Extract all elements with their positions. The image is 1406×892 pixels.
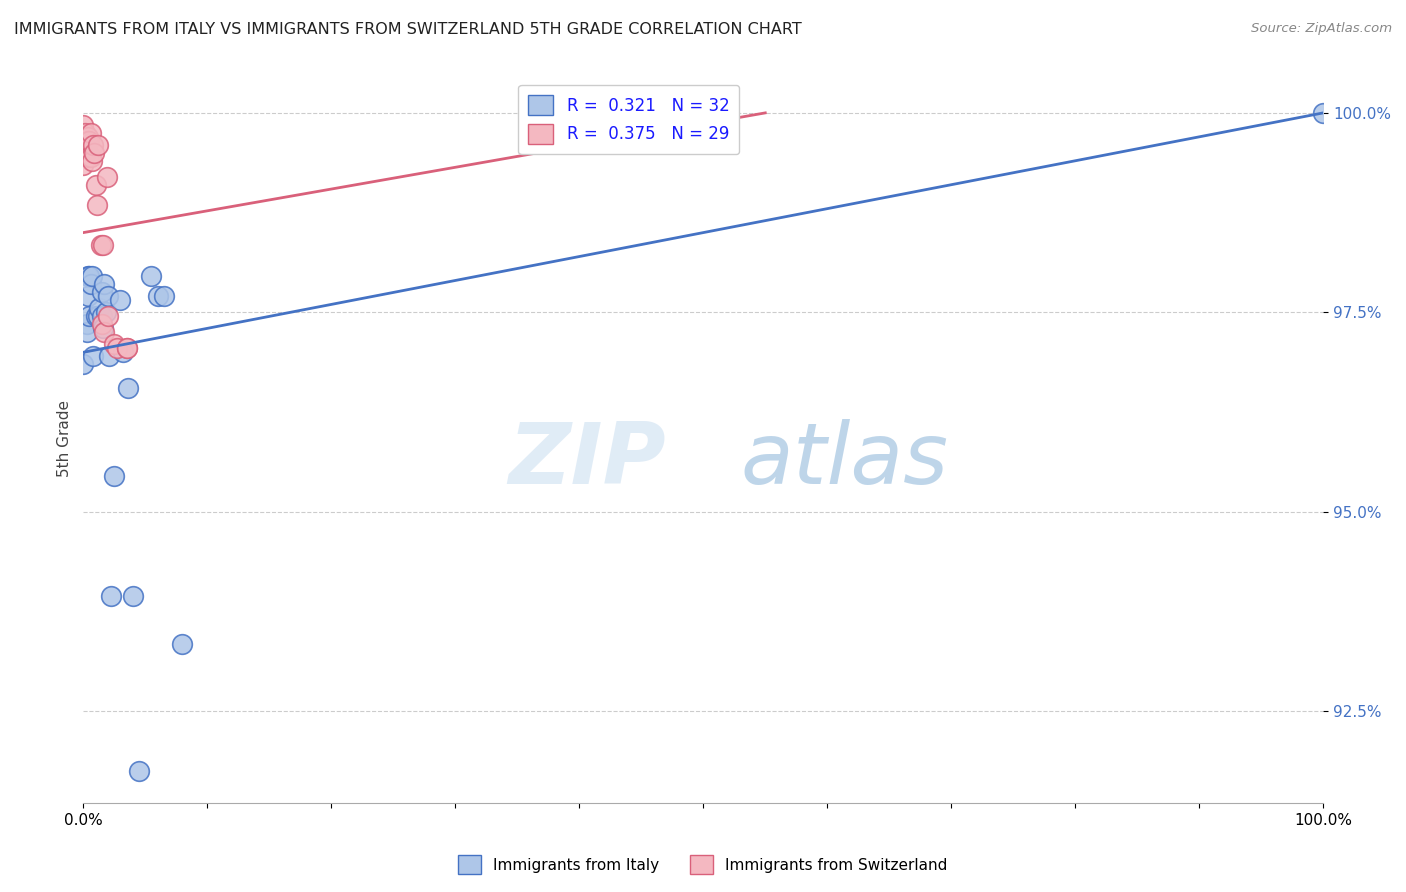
Point	[110, 293, 132, 308]
Point	[80, 269, 103, 284]
Point	[153, 289, 176, 303]
Point	[82, 349, 104, 363]
Point	[91, 321, 114, 335]
Legend: Immigrants from Italy, Immigrants from Switzerland: Immigrants from Italy, Immigrants from S…	[453, 849, 953, 880]
Point	[141, 269, 163, 284]
Point	[93, 326, 115, 340]
Point	[77, 134, 100, 148]
Point	[90, 285, 112, 300]
Point	[72, 118, 94, 132]
Point	[87, 137, 110, 152]
Point	[80, 150, 103, 164]
Point	[79, 150, 101, 164]
Point	[80, 126, 103, 140]
Y-axis label: 5th Grade: 5th Grade	[58, 400, 72, 476]
Point	[1312, 106, 1334, 120]
Point	[75, 145, 97, 160]
Point	[115, 341, 138, 355]
Point	[90, 237, 112, 252]
Point	[87, 310, 110, 324]
Point	[72, 158, 94, 172]
Point	[79, 269, 101, 284]
Point	[97, 289, 120, 303]
Text: IMMIGRANTS FROM ITALY VS IMMIGRANTS FROM SWITZERLAND 5TH GRADE CORRELATION CHART: IMMIGRANTS FROM ITALY VS IMMIGRANTS FROM…	[14, 22, 801, 37]
Point	[90, 318, 112, 332]
Point	[97, 310, 120, 324]
Point	[76, 318, 98, 332]
Point	[117, 381, 139, 395]
Point	[105, 341, 128, 355]
Point	[93, 277, 115, 292]
Point	[115, 341, 138, 355]
Text: atlas: atlas	[741, 418, 949, 501]
Point	[122, 589, 145, 603]
Point	[73, 134, 96, 148]
Point	[103, 337, 125, 351]
Text: Source: ZipAtlas.com: Source: ZipAtlas.com	[1251, 22, 1392, 36]
Point	[84, 310, 107, 324]
Point	[146, 289, 169, 303]
Point	[83, 145, 105, 160]
Point	[79, 134, 101, 148]
Point	[76, 326, 98, 340]
Point	[103, 469, 125, 483]
Point	[75, 142, 97, 156]
Point	[111, 345, 134, 359]
Point	[72, 357, 94, 371]
Point	[80, 277, 103, 292]
Point	[79, 310, 101, 324]
Point	[77, 269, 100, 284]
Point	[128, 764, 150, 779]
Point	[172, 637, 194, 651]
Point	[96, 169, 118, 184]
Point	[86, 197, 108, 211]
Point	[94, 305, 117, 319]
Point	[91, 237, 114, 252]
Legend: R =  0.321   N = 32, R =  0.375   N = 29: R = 0.321 N = 32, R = 0.375 N = 29	[519, 85, 740, 154]
Point	[76, 142, 98, 156]
Point	[77, 289, 100, 303]
Point	[89, 301, 111, 316]
Point	[100, 589, 122, 603]
Point	[77, 129, 100, 144]
Point	[80, 153, 103, 168]
Point	[82, 137, 104, 152]
Point	[84, 178, 107, 192]
Text: ZIP: ZIP	[509, 418, 666, 501]
Point	[90, 310, 112, 324]
Point	[98, 349, 121, 363]
Point	[73, 126, 96, 140]
